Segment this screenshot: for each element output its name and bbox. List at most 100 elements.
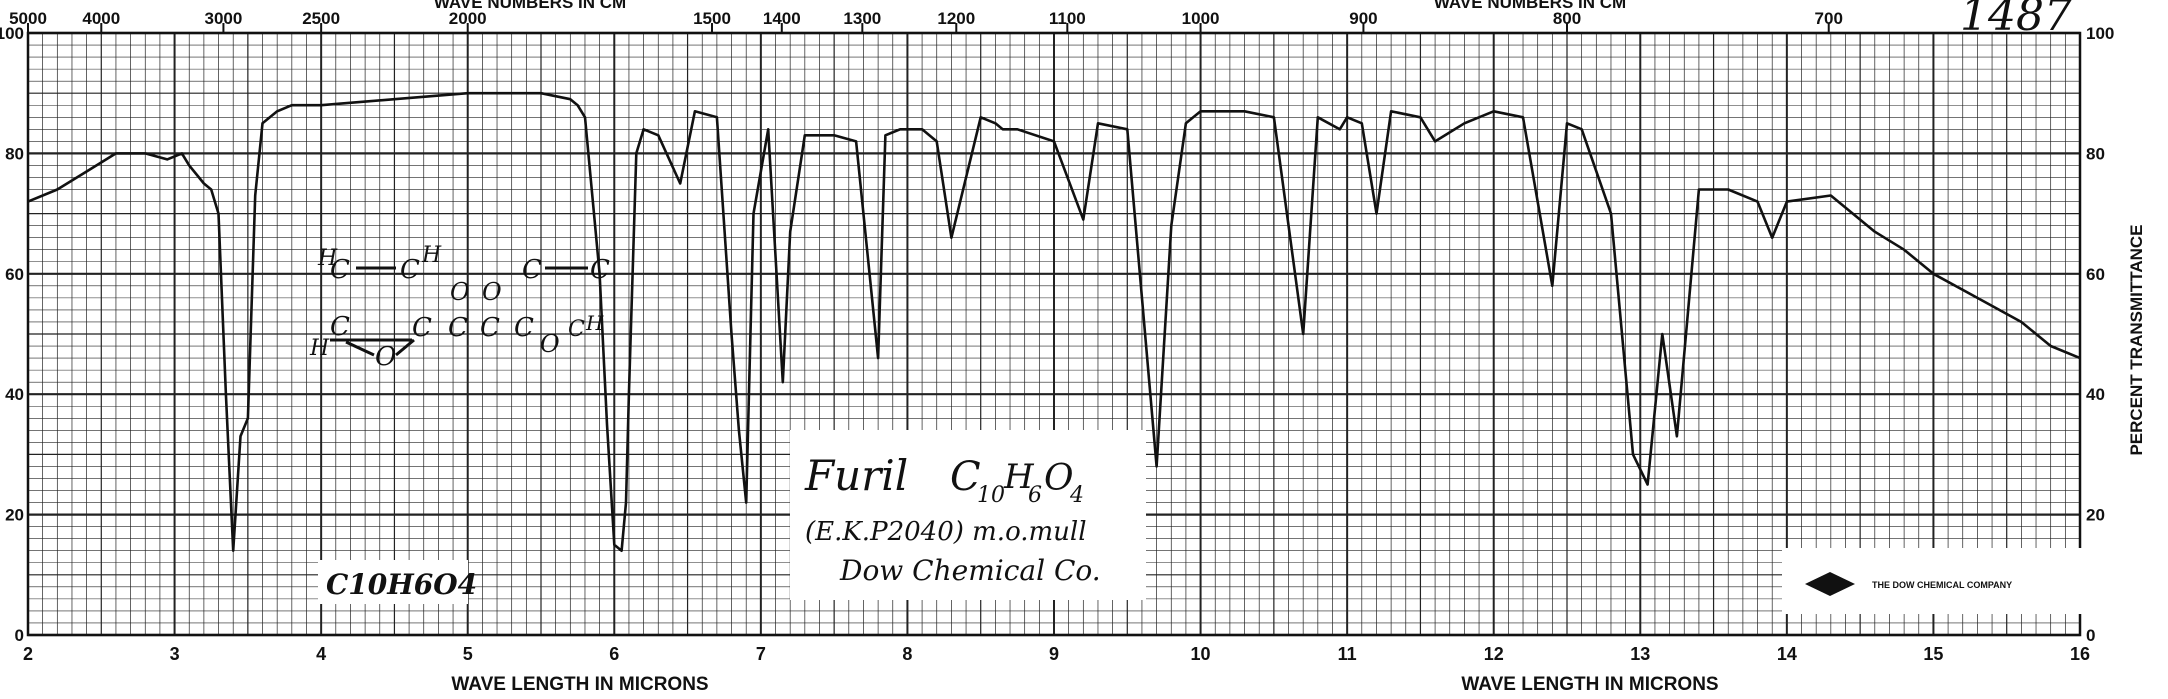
spectrum-point [716, 116, 718, 119]
svg-text:H: H [309, 336, 330, 361]
serial-number: 1487 [1960, 0, 2072, 41]
spectrum-point [625, 501, 627, 504]
spectrum-point [1155, 465, 1158, 468]
spectrum-point [320, 104, 322, 107]
spectrum-point [2049, 345, 2052, 347]
spectrum-point [1419, 116, 1422, 119]
spectrum-point [1522, 116, 1524, 119]
x-tick-label: 2 [23, 644, 33, 664]
spectrum-point [2079, 357, 2081, 359]
spectrum-point [767, 128, 769, 131]
spectrum-point [393, 98, 396, 101]
y-tick-label-right: 60 [2086, 265, 2105, 284]
spectrum-point [1126, 128, 1129, 131]
spectrum-point [1339, 128, 1341, 131]
spectrum-point [921, 128, 923, 131]
spectrum-point [1771, 236, 1773, 239]
spectrum-point [804, 134, 806, 137]
x-tick-label: 4 [316, 644, 326, 664]
spectrum-point [1361, 122, 1363, 125]
svg-text:C: C [412, 313, 432, 343]
spectrum-point [232, 549, 234, 552]
spectrum-point [1375, 212, 1378, 215]
top-tick-label: 1500 [693, 9, 731, 28]
spectrum-point [1786, 200, 1788, 203]
x-tick-label: 6 [609, 644, 619, 664]
spectrum-point [1566, 122, 1568, 125]
y-axis-label: PERCENT TRANSMITTANCE [2127, 224, 2146, 455]
sample-note: (E.K.P2040) m.o.mull [805, 517, 1087, 547]
spectrum-point [679, 182, 682, 185]
spectrum-point [2020, 321, 2023, 323]
spectrum-point [657, 134, 660, 137]
y-tick-label-right: 40 [2086, 385, 2105, 404]
svg-text:C: C [522, 255, 542, 285]
spectrum-point [1676, 435, 1678, 438]
spectrum-point [628, 393, 630, 396]
spectrum-point [1016, 128, 1019, 131]
spectrum-point [833, 134, 835, 137]
spectrum-point [745, 501, 747, 504]
sample-name: Furil [804, 451, 908, 500]
spectrum-point [1199, 110, 1202, 113]
spectrum-point [935, 140, 938, 143]
x-tick-label: 12 [1484, 644, 1504, 664]
spectrum-point [782, 381, 784, 383]
spectrum-point [115, 152, 117, 155]
svg-text:O: O [1044, 458, 1074, 499]
top-tick-label: 3000 [205, 9, 243, 28]
svg-text:H: H [585, 311, 604, 335]
spectrum-point [642, 128, 645, 131]
svg-text:4: 4 [1069, 483, 1084, 508]
curve-layer [27, 91, 2081, 552]
spectrum-point [1053, 140, 1055, 143]
spectrum-point [1390, 110, 1392, 113]
spectrum-point [1874, 230, 1876, 233]
y-tick-label-right: 20 [2086, 506, 2105, 525]
y-tick-label-right: 80 [2086, 144, 2105, 163]
svg-text:C: C [568, 317, 585, 342]
spectrum-point [1463, 122, 1466, 125]
spectrum-point [1698, 188, 1700, 191]
spectrum-point [855, 140, 857, 143]
spectrum-point [210, 188, 213, 191]
spectrum-point [694, 110, 696, 113]
top-tick-label: 2000 [449, 9, 487, 28]
x-tick-label: 16 [2070, 644, 2090, 664]
inline-formula-note: C10H6O4 [318, 560, 477, 604]
spectrum-point [738, 429, 740, 432]
svg-text:6: 6 [1028, 483, 1042, 508]
spectrum-point [1932, 273, 1935, 275]
spectrum-point [752, 212, 755, 215]
spectrum-point [181, 152, 183, 155]
spectrum-point [239, 435, 242, 438]
spectrum-point [166, 158, 169, 161]
x-tick-label: 15 [1923, 644, 1943, 664]
spectrum-point [994, 122, 997, 125]
svg-text:C: C [480, 313, 500, 343]
x-tick-label: 3 [170, 644, 180, 664]
x-axis-label: WAVE LENGTH IN MICRONS [451, 674, 708, 695]
spectrum-point [144, 152, 147, 155]
spectrum-point [1551, 285, 1554, 287]
x-tick-label: 8 [902, 644, 912, 664]
top-tick-label: 5000 [9, 9, 47, 28]
spectrum-point [1756, 200, 1759, 203]
spectrum-point [85, 170, 88, 173]
x-axis-label-right: WAVE LENGTH IN MICRONS [1461, 674, 1718, 695]
spectrum-point [620, 549, 623, 552]
spectrum-point [217, 212, 220, 215]
x-tick-label: 14 [1777, 644, 1797, 664]
spectrum-point [291, 104, 293, 107]
spectrum-point [1346, 116, 1348, 119]
spectrum-point [56, 188, 59, 191]
svg-text:O: O [375, 342, 396, 372]
spectrum-point [225, 393, 227, 396]
spectrum-point [1434, 140, 1436, 143]
x-tick-label: 13 [1630, 644, 1650, 664]
spectrum-point [1727, 188, 1730, 191]
x-tick-label: 7 [756, 644, 766, 664]
spectrum-point [1170, 224, 1173, 227]
spectrum-point [950, 236, 953, 239]
svg-text:C: C [590, 255, 610, 285]
